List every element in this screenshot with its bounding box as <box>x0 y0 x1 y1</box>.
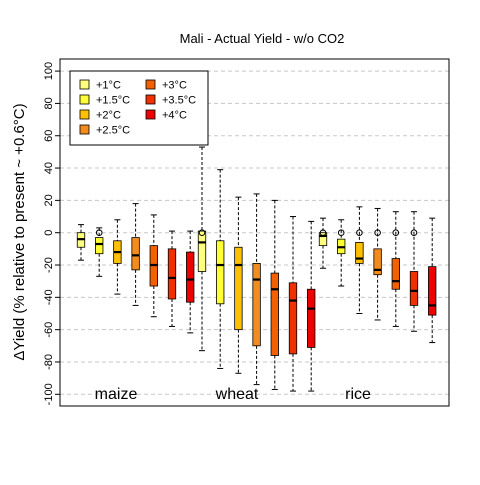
legend-frame <box>69 70 209 146</box>
outlier-point <box>410 229 418 236</box>
y-tick-label: 100 <box>43 62 55 80</box>
legend: +1°C +1.5°C +2°C +2.5°C +3°C +3.5°C +4°C <box>69 70 209 146</box>
box-maize <box>186 230 195 334</box>
box-body <box>270 272 279 356</box>
legend-swatch <box>79 79 90 90</box>
y-tick-label: -80 <box>43 354 55 370</box>
box-wheat <box>288 216 298 392</box>
legend-label: +2°C <box>96 110 121 122</box>
legend-swatch <box>145 109 156 120</box>
box-rice <box>409 211 419 332</box>
group-label-rice: rice <box>345 386 371 403</box>
box-body <box>428 266 437 316</box>
y-tick-label: -100 <box>43 383 55 405</box>
y-tick-label: -20 <box>43 257 55 273</box>
box-body <box>288 282 298 355</box>
outlier-point <box>356 229 363 236</box>
box-body <box>318 232 328 247</box>
legend-item: +4°C <box>145 109 187 122</box>
group-label-wheat: wheat <box>215 386 259 403</box>
legend-label: +2.5°C <box>96 125 130 137</box>
box-maize <box>167 230 177 327</box>
box-wheat <box>234 196 243 374</box>
box-body <box>307 288 316 348</box>
box-maize <box>149 214 158 318</box>
box-body <box>391 258 400 290</box>
legend-label: +3°C <box>162 80 187 92</box>
y-tick-label: 20 <box>43 194 55 206</box>
outlier-point <box>198 229 206 236</box>
box-body <box>197 230 207 272</box>
y-tick-label: 80 <box>43 97 55 109</box>
legend-label: +1°C <box>96 80 121 92</box>
box-rice <box>318 217 328 269</box>
y-tick-label: -60 <box>43 322 55 338</box>
legend-label: +3.5°C <box>162 95 196 107</box>
box-rice <box>373 207 382 321</box>
box-wheat <box>197 146 207 352</box>
legend-swatch <box>79 109 90 120</box>
box-body <box>186 251 195 303</box>
box-body <box>167 248 177 300</box>
group-labels: maize wheat rice <box>95 386 371 403</box>
box-rice <box>355 206 364 314</box>
legend-swatch <box>145 94 156 105</box>
box-body <box>252 263 261 347</box>
chart-title: Mali - Actual Yield - w/o CO2 <box>180 31 345 46</box>
box-wheat <box>252 193 261 386</box>
box-wheat <box>307 220 316 392</box>
box-rice <box>428 217 437 344</box>
box-body <box>234 246 243 331</box>
legend-swatch <box>79 124 90 135</box>
legend-label: +4°C <box>162 110 187 122</box>
legend-swatch <box>79 94 90 105</box>
outlier-point <box>392 229 400 236</box>
legend-item: +2.5°C <box>79 124 130 137</box>
outlier-point <box>374 229 381 236</box>
legend-label: +1.5°C <box>96 95 130 107</box>
box-rice <box>337 219 346 287</box>
box-wheat <box>216 169 225 369</box>
box-body <box>373 248 382 276</box>
box-layer <box>76 146 437 392</box>
group-label-maize: maize <box>95 386 138 403</box>
box-body <box>131 237 140 271</box>
y-tick-label: 0 <box>43 230 55 236</box>
box-body <box>409 271 419 306</box>
legend-item: +3.5°C <box>145 94 196 107</box>
y-axis: -100 -80 -60 -40 -20 0 20 40 60 80 100 <box>43 62 61 405</box>
box-maize <box>131 203 140 306</box>
legend-item: +1°C <box>79 79 121 92</box>
legend-swatch <box>145 79 156 90</box>
y-tick-label: 40 <box>43 162 55 174</box>
legend-item: +1.5°C <box>79 94 130 107</box>
box-body <box>216 240 225 305</box>
y-axis-label: ΔYield (% relative to present ~ +0.6°C) <box>11 103 28 360</box>
box-maize <box>76 224 86 261</box>
y-tick-label: -40 <box>43 289 55 305</box>
legend-item: +3°C <box>145 79 187 92</box>
box-maize <box>113 219 122 295</box>
legend-item: +2°C <box>79 109 121 122</box>
box-body <box>95 237 104 255</box>
box-body <box>355 241 364 264</box>
outlier-point <box>319 229 327 236</box>
y-tick-label: 60 <box>43 130 55 142</box>
box-rice <box>391 211 400 327</box>
box-maize <box>95 227 104 277</box>
outlier-point <box>337 229 345 236</box>
outlier-point <box>95 229 103 236</box>
box-wheat <box>270 199 279 390</box>
